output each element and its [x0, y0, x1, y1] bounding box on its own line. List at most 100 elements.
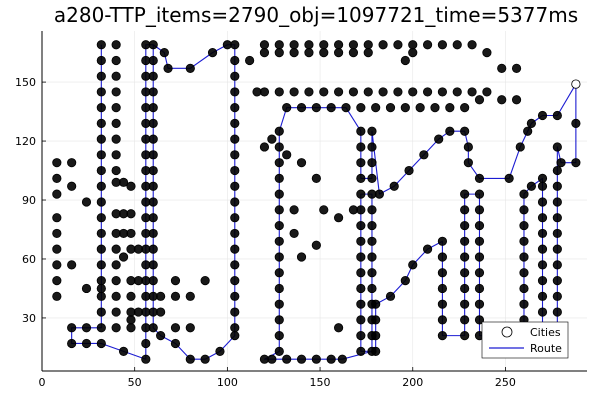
city-point: [274, 315, 284, 325]
city-point: [274, 346, 284, 356]
city-point: [367, 283, 377, 294]
city-point: [52, 244, 62, 254]
city-point: [400, 55, 410, 66]
city-point: [333, 48, 344, 58]
y-tick-label: 30: [22, 312, 36, 325]
city-point: [148, 260, 158, 270]
city-point: [537, 213, 548, 223]
city-point: [126, 209, 136, 219]
city-point: [437, 252, 448, 262]
city-point: [482, 48, 492, 58]
city-point: [356, 126, 366, 136]
city-point: [111, 118, 121, 128]
city-point: [356, 158, 366, 168]
city-point: [463, 142, 473, 152]
city-point: [437, 283, 448, 294]
city-point: [289, 48, 299, 58]
city-point: [393, 40, 403, 50]
city-point: [170, 323, 181, 333]
city-point: [371, 103, 381, 113]
x-tick-label: 150: [310, 376, 331, 389]
city-point: [467, 87, 477, 97]
city-point: [374, 189, 384, 199]
city-point: [474, 173, 485, 183]
city-point: [367, 346, 377, 356]
city-point: [111, 307, 121, 317]
city-point: [422, 87, 433, 97]
city-point: [259, 40, 270, 50]
city-point: [356, 331, 366, 341]
city-point: [378, 40, 388, 50]
city-point: [523, 126, 533, 136]
legend: Cities Route: [481, 321, 569, 359]
city-point: [96, 323, 106, 333]
city-point: [96, 71, 106, 81]
city-point: [141, 354, 151, 364]
city-point: [111, 323, 121, 333]
city-point: [207, 48, 218, 58]
city-point: [367, 205, 377, 215]
city-point: [126, 315, 136, 325]
city-point: [552, 181, 562, 191]
city-point: [537, 307, 548, 317]
city-point: [408, 260, 418, 270]
city-point: [185, 291, 195, 301]
city-point: [159, 48, 169, 58]
city-point: [393, 87, 403, 97]
city-point: [519, 252, 529, 262]
city-point: [289, 228, 299, 239]
city-point: [460, 299, 470, 309]
city-point: [111, 103, 121, 113]
city-point: [296, 103, 307, 113]
city-point: [274, 158, 284, 168]
city-point: [111, 40, 121, 50]
city-point: [511, 63, 522, 73]
city-point: [96, 228, 106, 239]
city-point: [67, 181, 77, 191]
city-point: [141, 338, 151, 349]
city-point: [148, 40, 158, 50]
city-point: [230, 197, 240, 207]
city-point: [148, 228, 158, 239]
city-point: [437, 331, 448, 341]
city-point: [133, 275, 143, 286]
city-point: [96, 181, 106, 191]
city-point: [430, 103, 440, 113]
city-point: [111, 71, 121, 81]
city-point: [81, 197, 92, 207]
city-point: [319, 40, 329, 50]
y-tick-label: 90: [22, 194, 36, 207]
city-point: [408, 48, 418, 58]
city-point: [259, 354, 270, 364]
city-point: [52, 173, 62, 183]
city-point: [389, 181, 399, 191]
chart-title: a280-TTP_items=2790_obj=1097721_time=537…: [54, 3, 578, 27]
city-point: [419, 150, 429, 160]
city-point: [118, 177, 129, 187]
city-point: [111, 260, 121, 270]
city-point: [111, 165, 121, 176]
city-point: [304, 87, 314, 97]
city-point: [96, 165, 106, 176]
city-point: [333, 87, 344, 97]
city-point: [156, 291, 166, 301]
city-point: [552, 275, 562, 286]
city-point: [311, 354, 321, 364]
city-point: [437, 236, 448, 246]
city-point: [259, 48, 270, 58]
city-point: [367, 299, 377, 309]
city-point: [230, 307, 240, 317]
city-point: [230, 71, 240, 81]
city-point: [296, 354, 307, 364]
city-point: [556, 158, 566, 168]
city-point: [452, 40, 462, 50]
city-point: [526, 181, 536, 191]
city-point: [460, 236, 470, 246]
city-point: [170, 338, 181, 349]
city-point: [474, 220, 485, 231]
city-point: [434, 134, 444, 144]
city-point: [367, 220, 377, 231]
city-point: [111, 150, 121, 160]
city-point: [467, 40, 477, 50]
